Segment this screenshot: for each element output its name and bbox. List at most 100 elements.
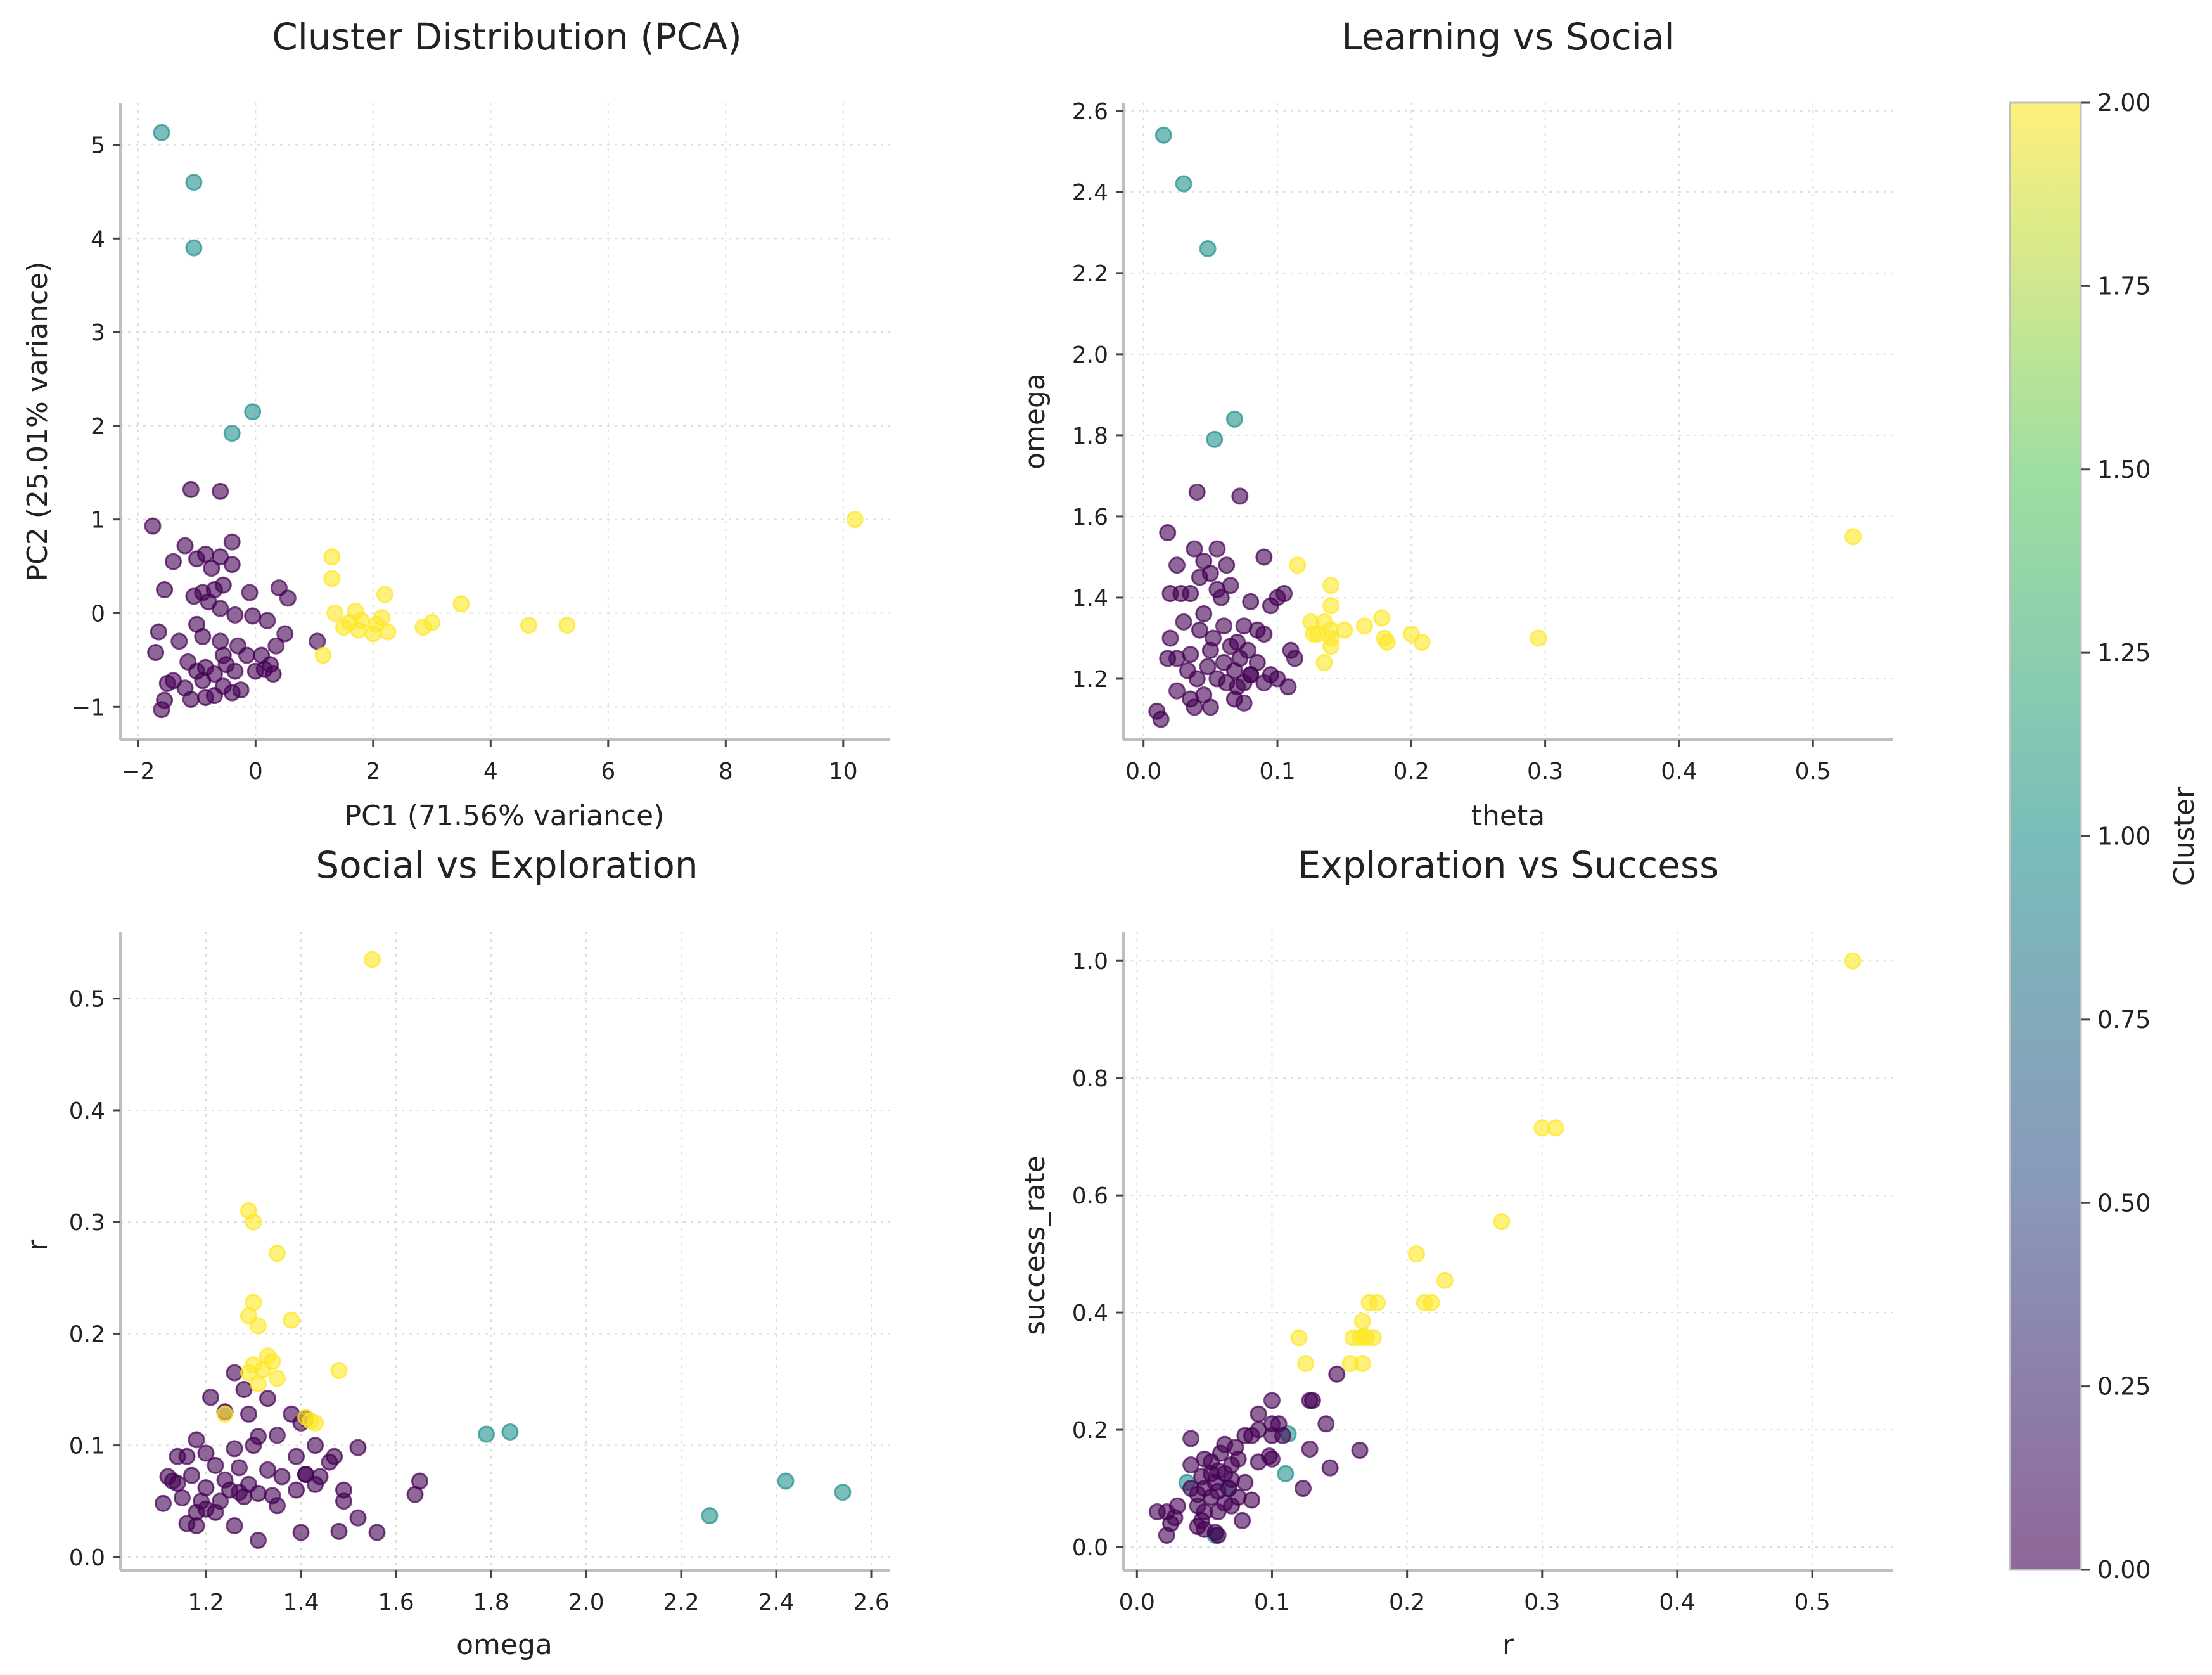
scatter-point-cluster-2	[1322, 638, 1340, 655]
y-tick-label: 4	[91, 226, 105, 252]
scatter-point-cluster-2	[1493, 1213, 1511, 1231]
scatter-point-cluster-0	[1168, 682, 1186, 700]
axes-spines	[119, 103, 890, 741]
y-tick-label: 1.0	[1072, 949, 1108, 975]
scatter-point-cluster-1	[1206, 430, 1224, 448]
y-tick-label: 1.6	[1072, 504, 1108, 530]
panel-learning-vs-social: Learning vs Social 0.0 0.1 0.2 0.3 0.4 0.5 1.2…	[1019, 15, 1893, 832]
scatter-point-cluster-2	[1369, 1293, 1386, 1311]
y-tick-label: 0.8	[1072, 1066, 1108, 1092]
scatter-point-cluster-0	[1175, 613, 1192, 631]
y-tick-label: 0.2	[1072, 1418, 1108, 1444]
tick-labels: 1.2 1.4 1.6 1.8 2.0 2.2 2.4 2.6 0.0 0.1 0.2 0.3 0.4 0…	[69, 987, 890, 1615]
x-tick-label: 10	[829, 759, 858, 785]
scatter-point-cluster-0	[182, 480, 200, 498]
tick-labels: −2 0 2 4 6 8 10 −1 0 1 2 3 4 5	[72, 133, 858, 785]
scatter-point-cluster-0	[349, 1509, 367, 1527]
axes-spines	[1122, 932, 1893, 1572]
scatter-point-cluster-0	[335, 1492, 352, 1510]
colorbar-tick-label: 0.00	[2097, 1556, 2151, 1584]
scatter-point-cluster-2	[1315, 653, 1333, 671]
x-tick-label: 1.6	[378, 1589, 414, 1615]
y-tick-label: 0.6	[1072, 1183, 1108, 1209]
y-axis-label: PC2 (25.01% variance)	[22, 262, 54, 582]
y-axis-label: success_rate	[1019, 1155, 1051, 1335]
scatter-point-cluster-0	[288, 1447, 305, 1465]
scatter-point-cluster-0	[1321, 1459, 1339, 1477]
scatter-point-cluster-0	[1236, 1473, 1254, 1491]
scatter-point-cluster-0	[207, 1503, 224, 1521]
x-tick-label: 0.2	[1393, 759, 1429, 785]
scatter-point-cluster-0	[1286, 650, 1303, 667]
scatter-point-cluster-0	[1168, 556, 1186, 574]
scatter-point-cluster-0	[1222, 638, 1239, 655]
scatter-point-cluster-0	[1250, 1405, 1267, 1423]
scatter-point-cluster-0	[1255, 626, 1273, 643]
scatter-point-cluster-0	[1209, 1503, 1227, 1521]
axes-spines	[119, 932, 890, 1572]
scatter-point-cluster-0	[194, 627, 212, 645]
scatter-point-cluster-0	[1263, 1392, 1281, 1409]
y-tick-label: 2.0	[1072, 342, 1108, 368]
y-tick-label: 5	[91, 133, 105, 159]
scatter-point-cluster-0	[269, 1497, 286, 1515]
x-tick-label: 0.4	[1661, 759, 1697, 785]
scatter-point-cluster-1	[701, 1507, 719, 1525]
x-axis-label: theta	[1471, 800, 1545, 832]
scatter-point-cluster-0	[155, 1494, 172, 1512]
scatter-point-cluster-0	[368, 1524, 386, 1541]
scatter-point-cluster-0	[1218, 556, 1236, 574]
scatter-point-cluster-0	[223, 533, 241, 551]
scatter-point-cluster-0	[1301, 1441, 1319, 1458]
scatter-point-cluster-0	[1186, 540, 1203, 558]
scatter-point-cluster-2	[350, 621, 368, 639]
scatter-point-cluster-0	[185, 587, 203, 605]
scatter-point-cluster-0	[1201, 698, 1219, 716]
scatter-point-cluster-0	[194, 672, 212, 690]
scatter-point-cluster-2	[1844, 952, 1862, 970]
y-tick-label: 3	[91, 320, 105, 346]
y-tick-label: 1.4	[1072, 586, 1108, 612]
scatter-point-cluster-0	[255, 660, 273, 678]
scatter-point-cluster-1	[185, 174, 203, 191]
scatter-point-cluster-0	[309, 632, 326, 650]
x-tick-label: 1.4	[283, 1589, 319, 1615]
scatter-point-cluster-0	[1182, 1430, 1200, 1447]
scatter-point-cluster-0	[212, 482, 229, 500]
scatter-point-cluster-0	[259, 1461, 276, 1479]
scatter-point-cluster-1	[478, 1425, 495, 1443]
scatter-point-cluster-0	[330, 1522, 348, 1540]
panel-exploration-vs-success: Exploration vs Success 0.0 0.1 0.2 0.3 0.4 0.…	[1019, 844, 1893, 1661]
scatter-point-cluster-0	[1186, 698, 1203, 716]
scatter-point-cluster-1	[244, 403, 262, 421]
scatter-point-cluster-0	[1223, 1456, 1241, 1474]
x-axis-label: omega	[456, 1629, 553, 1661]
scatter-point-cluster-0	[349, 1439, 367, 1456]
scatter-point-cluster-0	[1263, 1450, 1281, 1468]
colorbar-tick-label: 1.00	[2097, 823, 2151, 850]
scatter-point-cluster-0	[156, 581, 174, 599]
scatter-point-cluster-2	[240, 1364, 257, 1382]
scatter-point-cluster-0	[207, 1456, 224, 1474]
scatter-point-cluster-2	[1408, 1245, 1426, 1263]
scatter-point-cluster-2	[846, 511, 864, 529]
scatter-point-cluster-0	[1351, 1441, 1369, 1459]
y-tick-label: 1.8	[1072, 423, 1108, 449]
scatter-point-cluster-0	[1191, 568, 1208, 586]
x-tick-label: 2.0	[568, 1589, 604, 1615]
scatter-point-cluster-0	[188, 550, 206, 568]
scatter-point-cluster-0	[1317, 1415, 1335, 1433]
scatter-point-cluster-0	[150, 623, 167, 641]
scatter-point-cluster-0	[1235, 694, 1253, 712]
scatter-point-cluster-1	[1225, 410, 1243, 428]
panel-social-vs-exploration: Social vs Exploration 1.2 1.4 1.6 1.8 2.0 2.2…	[22, 844, 890, 1661]
x-tick-label: 0.3	[1527, 759, 1563, 785]
scatter-point-cluster-0	[1152, 710, 1170, 728]
scatter-point-cluster-0	[164, 553, 182, 570]
points	[1148, 126, 1862, 728]
x-tick-label: 0.1	[1254, 1589, 1290, 1615]
panel-title: Learning vs Social	[1341, 15, 1674, 58]
x-tick-label: 4	[483, 759, 498, 785]
scatter-point-cluster-0	[1234, 1511, 1251, 1529]
